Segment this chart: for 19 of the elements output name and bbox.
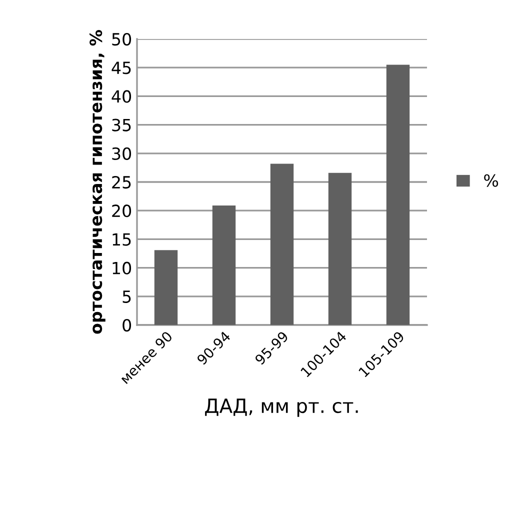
x-axis-title: ДАД, мм рт. ст. (205, 398, 358, 417)
y-tick-label: 45 (112, 62, 131, 74)
y-tick-label: 0 (122, 318, 132, 332)
bar (154, 250, 178, 325)
y-axis-title: ортостатическая гипотензия, % (90, 30, 106, 334)
y-tick-label: 35 (112, 118, 131, 132)
bar (212, 205, 236, 325)
y-tick-label: 5 (122, 290, 131, 303)
bar (270, 164, 294, 325)
y-tick-label: 40 (112, 90, 132, 103)
bar (328, 172, 352, 325)
y-tick-label: 10 (112, 262, 132, 274)
y-tick-label: 50 (112, 32, 132, 46)
legend-label: % (484, 174, 498, 187)
y-tick-label: 20 (112, 204, 132, 218)
bar (386, 64, 410, 325)
y-tick-label: 25 (112, 176, 131, 189)
y-tick-label: 30 (112, 147, 132, 160)
y-tick-label: 15 (112, 233, 131, 246)
